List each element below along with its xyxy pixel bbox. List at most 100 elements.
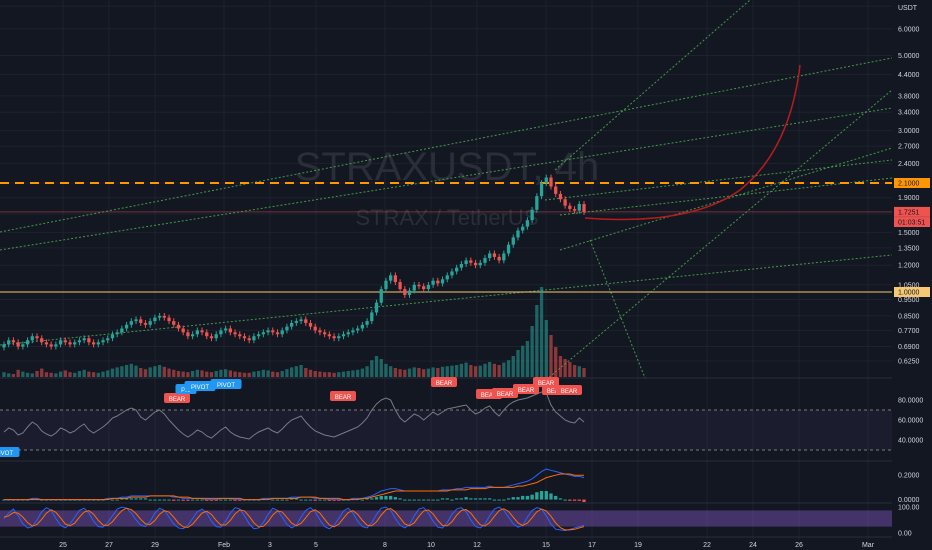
macd-plot[interactable] [2, 468, 586, 502]
candle-body [91, 342, 96, 345]
candle-body [356, 328, 360, 331]
volume-bar [139, 368, 143, 377]
macd-histogram-bar [167, 499, 171, 501]
price-tick-label: 5.0000 [898, 53, 920, 60]
macd-histogram-bar [365, 498, 369, 500]
volume-bar [516, 350, 520, 377]
signal-marker-bear [164, 393, 190, 403]
candle-body [228, 328, 232, 333]
rsi-plot[interactable] [3, 391, 585, 440]
stoch-plot[interactable] [3, 506, 585, 532]
time-tick-label: 27 [105, 542, 113, 549]
time-tick-label: 8 [383, 542, 387, 549]
price-tick-label: 3.0000 [898, 128, 920, 135]
macd-histogram-bar [304, 499, 308, 501]
trend-drawings[interactable] [0, 0, 893, 386]
macd-histogram-bar [360, 499, 365, 501]
price-label-text: 01:03:51 [898, 220, 925, 227]
time-tick-label: Mar [862, 542, 875, 549]
candle-body [558, 193, 563, 200]
volume-bar [58, 371, 63, 377]
candle-body [2, 344, 6, 348]
time-axis[interactable]: 25 27 29 Feb 3 5 8 10 12 15 17 19 22 24 26 Mar [59, 542, 875, 549]
candle-body [440, 279, 445, 284]
volume-bar [256, 371, 261, 377]
volume-bar [11, 374, 16, 377]
macd-histogram-bar [398, 498, 402, 500]
macd-histogram-bar [492, 499, 497, 501]
signal-marker-label: PIVOT [191, 385, 209, 391]
price-axis[interactable]: USDT 6.0000 5.0000 4.4000 3.8000 3.4000 3.0000… [892, 0, 932, 550]
signal-marker-label: BEAR [169, 397, 186, 403]
volume-bar [332, 372, 336, 377]
candle-body [252, 336, 256, 341]
candle-body [577, 204, 581, 211]
candle-body [209, 336, 214, 339]
volume-bar [228, 370, 232, 377]
macd-histogram-bar [266, 498, 270, 500]
candle-body [327, 334, 332, 337]
volume-bar [176, 371, 181, 377]
volume-bar [200, 370, 204, 377]
trendline-1 [0, 107, 893, 251]
macd-histogram-bar [172, 499, 176, 501]
volume-bar [403, 369, 407, 377]
candle-body [186, 332, 190, 337]
volume-bar [261, 369, 265, 377]
candle-body [497, 256, 501, 261]
macd-histogram-bar [483, 498, 487, 500]
volume-bar [285, 369, 289, 377]
volume-bar [379, 359, 383, 377]
macd-histogram-bar [195, 499, 199, 501]
stoch-tick-label: 100.00 [898, 505, 920, 512]
candle-body [346, 332, 350, 335]
macd-histogram-bar [384, 495, 388, 500]
price-tick-label: 0.6250 [898, 359, 920, 366]
price-tick-label: 1.9000 [898, 195, 920, 202]
macd-histogram-bar [157, 499, 162, 501]
candle-body [40, 338, 44, 343]
macd-tick-label: 0.0000 [898, 497, 920, 504]
candle-body [535, 196, 539, 210]
candle-body [21, 344, 25, 347]
macd-histogram-bar [134, 498, 138, 500]
macd-histogram-bar [407, 499, 412, 501]
stoch-k-line [3, 506, 585, 532]
candle-body [445, 275, 449, 280]
time-tick-label: 15 [542, 542, 550, 549]
volume-bar [502, 362, 506, 377]
volume-bar [209, 372, 214, 377]
macd-histogram-bar [393, 497, 398, 500]
candle-body [68, 342, 72, 345]
volume-bar [473, 366, 478, 377]
candle-body [54, 344, 58, 347]
candle-body [572, 208, 577, 211]
volume-bar [190, 371, 195, 377]
macd-histogram-bar [280, 499, 284, 501]
time-tick-label: 17 [588, 542, 596, 549]
volume-bar [337, 372, 341, 377]
price-tick-label: 0.8500 [898, 313, 920, 320]
volume-bar [186, 372, 190, 377]
volume-bar [389, 366, 393, 377]
signal-marker-label: BEAR [436, 381, 453, 387]
candle-body [219, 330, 223, 335]
price-plot[interactable] [2, 174, 586, 377]
price-tick-label: 1.3500 [898, 245, 920, 252]
signal-marker-bear [556, 385, 582, 395]
macd-histogram-bar [469, 498, 473, 500]
macd-histogram-bar [516, 497, 520, 500]
candle-body [544, 177, 548, 183]
macd-histogram-bar [200, 499, 204, 501]
candle-body [332, 336, 336, 339]
macd-histogram-bar [502, 499, 506, 501]
candle-body [365, 321, 369, 325]
candle-body [294, 321, 299, 323]
volume-bar [539, 287, 544, 377]
volume-bar [7, 373, 11, 377]
candle-body [469, 260, 473, 263]
macd-histogram-bar [356, 498, 360, 500]
volume-bar [558, 356, 563, 377]
volume-bar [44, 372, 49, 377]
